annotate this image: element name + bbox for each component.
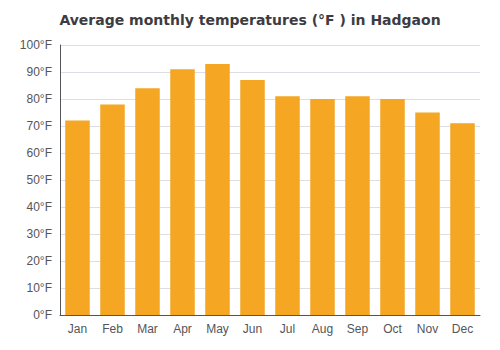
svg-text:70°F: 70°F [27,119,52,133]
svg-text:80°F: 80°F [27,92,52,106]
svg-text:Jul: Jul [280,322,295,336]
svg-text:100°F: 100°F [20,38,52,52]
svg-text:90°F: 90°F [27,65,52,79]
svg-text:Nov: Nov [417,322,438,336]
svg-text:Jun: Jun [243,322,262,336]
svg-text:Sep: Sep [347,322,369,336]
svg-text:Mar: Mar [137,322,158,336]
svg-text:Jan: Jan [68,322,87,336]
svg-text:60°F: 60°F [27,146,52,160]
svg-text:0°F: 0°F [33,308,52,322]
svg-text:Oct: Oct [383,322,402,336]
svg-text:20°F: 20°F [27,254,52,268]
svg-text:May: May [206,322,229,336]
svg-text:30°F: 30°F [27,227,52,241]
svg-text:Apr: Apr [173,322,192,336]
svg-text:Feb: Feb [102,322,123,336]
svg-text:10°F: 10°F [27,281,52,295]
svg-text:Average monthly temperatures (: Average monthly temperatures (°F ) in Ha… [59,12,440,28]
svg-text:Aug: Aug [312,322,333,336]
svg-text:50°F: 50°F [27,173,52,187]
svg-text:Dec: Dec [452,322,473,336]
svg-text:40°F: 40°F [27,200,52,214]
